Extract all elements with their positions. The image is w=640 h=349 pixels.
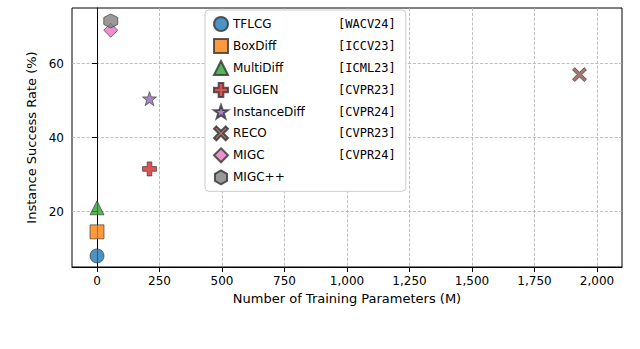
svg-text:BoxDiff: BoxDiff — [233, 39, 277, 53]
svg-text:[WACV24]: [WACV24] — [338, 17, 396, 31]
svg-text:[CVPR24]: [CVPR24] — [338, 148, 396, 162]
svg-text:RECO: RECO — [233, 126, 267, 140]
svg-text:0: 0 — [93, 274, 101, 288]
svg-text:60: 60 — [49, 57, 64, 71]
svg-text:GLIGEN: GLIGEN — [233, 83, 278, 97]
svg-text:1,250: 1,250 — [392, 274, 426, 288]
svg-text:MIGC++: MIGC++ — [233, 170, 285, 184]
svg-text:40: 40 — [49, 131, 64, 145]
svg-text:InstanceDiff: InstanceDiff — [233, 105, 306, 119]
svg-text:[ICCV23]: [ICCV23] — [338, 39, 396, 53]
svg-text:[ICML23]: [ICML23] — [338, 61, 396, 75]
svg-text:750: 750 — [273, 274, 296, 288]
svg-text:[CVPR24]: [CVPR24] — [338, 105, 396, 119]
svg-text:2,000: 2,000 — [580, 274, 614, 288]
svg-text:20: 20 — [49, 205, 64, 219]
svg-text:Number of Training Parameters: Number of Training Parameters (M) — [233, 291, 461, 306]
svg-text:[CVPR23]: [CVPR23] — [338, 83, 396, 97]
svg-text:500: 500 — [211, 274, 234, 288]
svg-text:Instance Success Rate (%): Instance Success Rate (%) — [24, 51, 39, 223]
svg-text:MultiDiff: MultiDiff — [233, 61, 284, 75]
svg-text:250: 250 — [148, 274, 171, 288]
svg-text:TFLCG: TFLCG — [232, 17, 272, 31]
svg-text:1,500: 1,500 — [455, 274, 489, 288]
svg-text:MIGC: MIGC — [233, 148, 265, 162]
svg-text:[CVPR23]: [CVPR23] — [338, 126, 396, 140]
svg-text:1,750: 1,750 — [517, 274, 551, 288]
svg-text:1,000: 1,000 — [330, 274, 364, 288]
